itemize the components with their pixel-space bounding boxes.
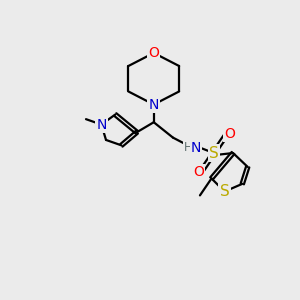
Text: N: N [148, 98, 159, 112]
Text: S: S [220, 184, 230, 199]
Text: O: O [148, 46, 159, 60]
Text: H: H [184, 141, 193, 154]
Text: O: O [224, 127, 235, 141]
Text: S: S [209, 146, 219, 160]
Text: O: O [193, 165, 204, 179]
Text: N: N [96, 118, 106, 131]
Text: N: N [191, 141, 201, 155]
